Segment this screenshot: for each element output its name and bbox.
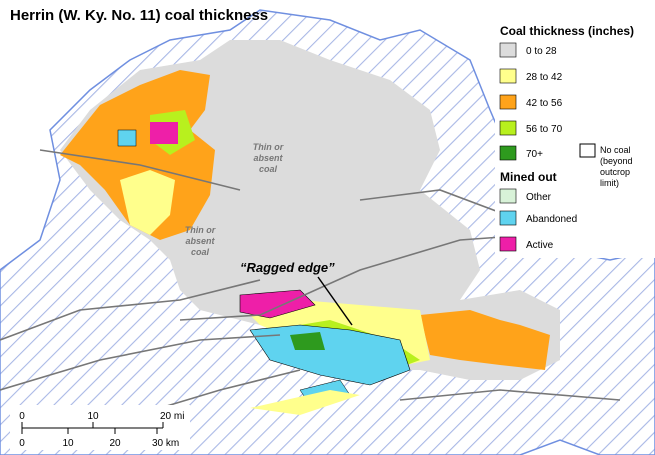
legend-label: 56 to 70 (526, 124, 563, 135)
legend-swatch (499, 188, 517, 204)
no-coal-swatch (579, 143, 596, 158)
coal-28-42 (120, 170, 175, 235)
annotation: Thin or absent coal (185, 225, 216, 257)
scale-label: 10 (62, 438, 74, 449)
coal-28-42 (250, 390, 360, 415)
legend-swatch (499, 210, 517, 226)
scale-label: 0 (19, 411, 25, 422)
legend-label: 28 to 42 (526, 72, 563, 83)
no-coal-label: No coal (beyond outcrop limit) (600, 145, 633, 188)
scale-label: 30 km (152, 438, 179, 449)
legend-background (495, 18, 655, 258)
legend-label: 42 to 56 (526, 98, 563, 109)
legend-label: Abandoned (526, 214, 577, 225)
coal-70 (290, 332, 325, 350)
legend-title: Coal thickness (inches) (500, 24, 634, 38)
annotation: Thin or absent coal (253, 142, 284, 174)
mined-abandoned (249, 324, 411, 386)
title: Herrin (W. Ky. No. 11) coal thickness (10, 7, 268, 24)
annotation: “Ragged edge” (240, 260, 335, 275)
pointer (317, 276, 353, 326)
scale-label: 10 (87, 411, 99, 422)
mined-active (239, 289, 316, 319)
legend-label: 0 to 28 (526, 46, 557, 57)
legend-swatch (499, 120, 517, 136)
legend-swatch (499, 42, 517, 58)
coal-42-56 (420, 310, 550, 370)
scale-label: 0 (19, 438, 25, 449)
scale-label: 20 (109, 438, 121, 449)
legend-swatch (499, 145, 517, 161)
legend-swatch (499, 236, 517, 252)
legend-swatch (499, 68, 517, 84)
mined-active (150, 122, 178, 144)
legend-swatch (499, 94, 517, 110)
scale-label: 20 mi (160, 411, 184, 422)
legend-subtitle: Mined out (500, 170, 557, 184)
legend-label: 70+ (526, 149, 543, 160)
legend-label: Other (526, 192, 552, 203)
scale-bar (21, 422, 164, 434)
mined-abandoned (117, 129, 137, 147)
legend-label: Active (526, 240, 554, 251)
